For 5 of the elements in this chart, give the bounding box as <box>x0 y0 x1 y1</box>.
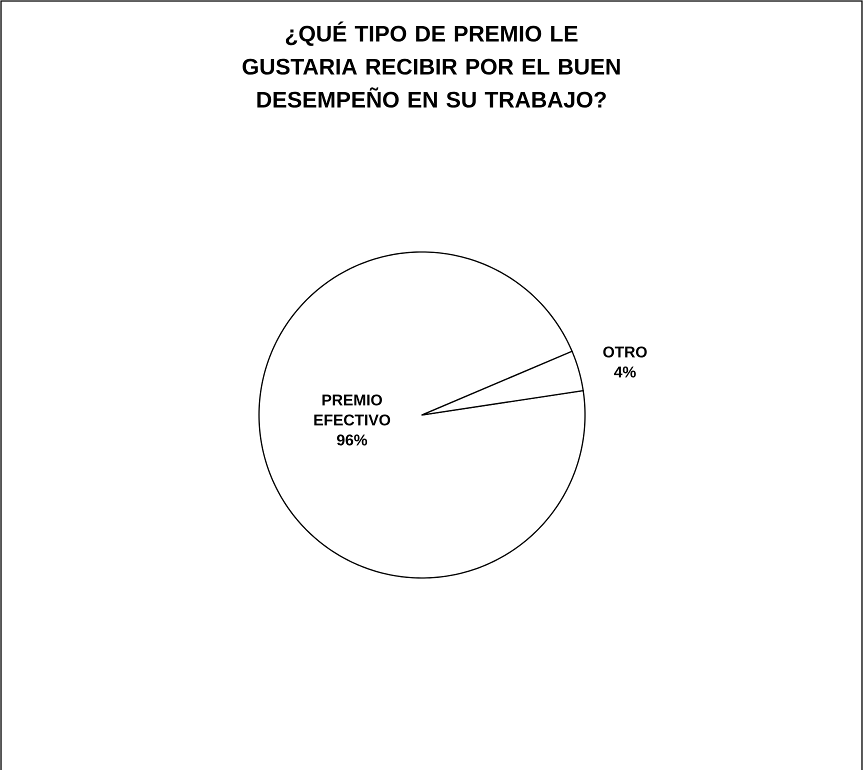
slice-label: PREMIO EFECTIVO <box>314 394 390 426</box>
data-label: 96% <box>337 434 368 446</box>
slice-label: OTRO <box>603 346 647 358</box>
chart-title: ¿QUÉ TIPO DE PREMIO LE GUSTARIA RECIBIR POR EL BUEN DESEMPEÑO EN SU TRABAJO? <box>242 22 620 108</box>
data-label: 4% <box>614 366 636 378</box>
